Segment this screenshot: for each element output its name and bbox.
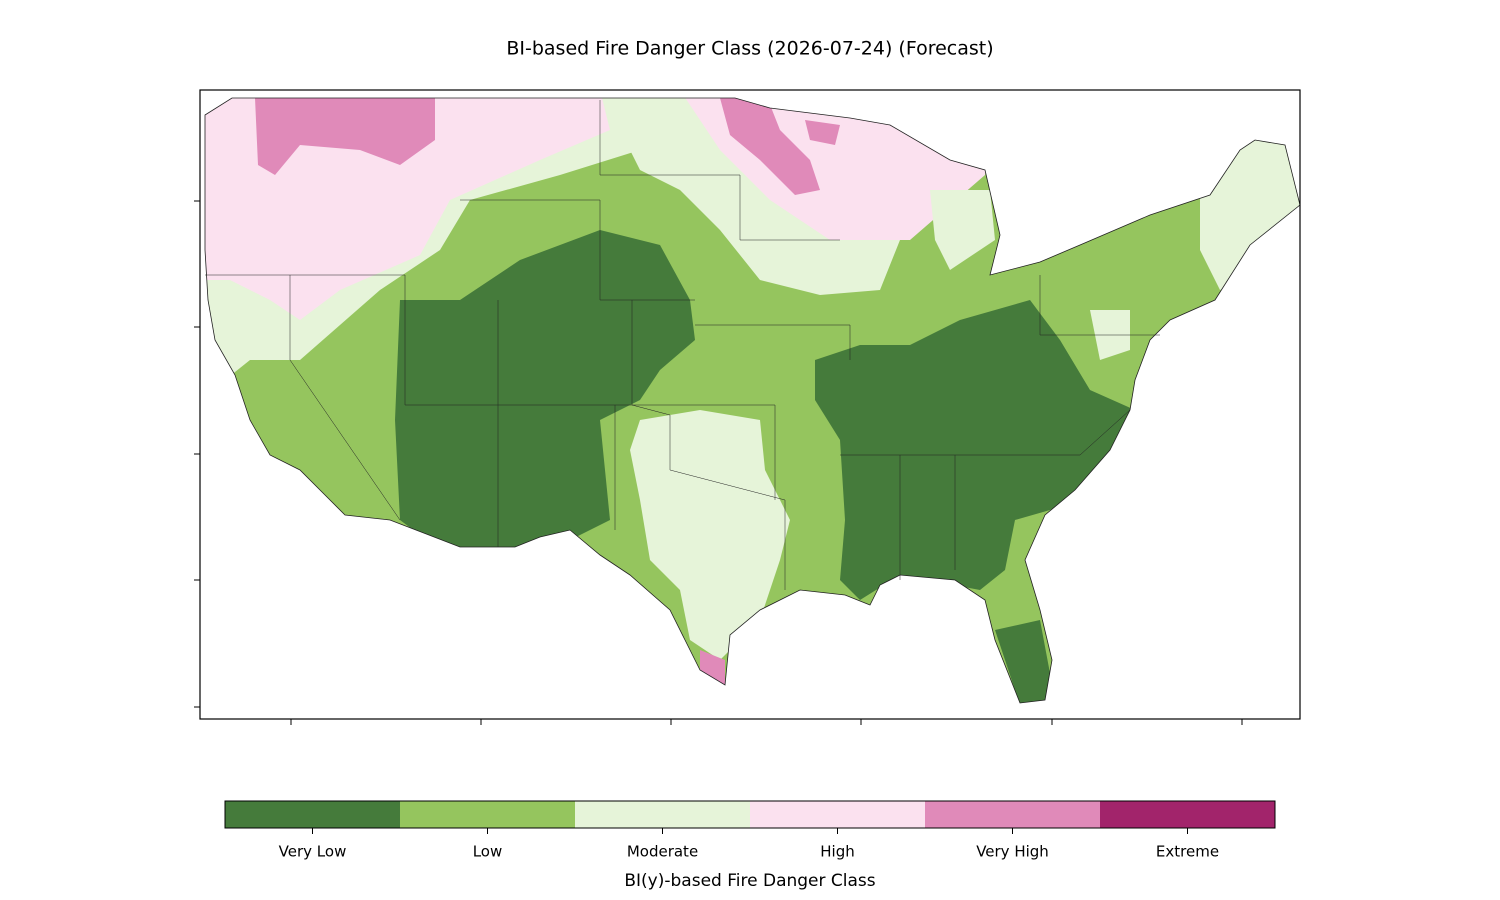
colorbar-class-label: Extreme — [1156, 843, 1219, 861]
colorbar-swatch — [400, 801, 575, 828]
colorbar: Very Low Low Moderate High Very High Extreme — [224, 800, 1276, 861]
axis-ticks — [194, 200, 1243, 725]
colorbar-swatch — [925, 801, 1100, 828]
colorbar-frame — [224, 800, 1276, 829]
map-title: BI-based Fire Danger Class (2026-07-24) … — [506, 38, 993, 60]
colorbar-label: BI(y)-based Fire Danger Class — [624, 871, 875, 891]
state-lines — [205, 100, 1160, 590]
region — [930, 190, 995, 270]
region — [805, 120, 840, 145]
plot-frame — [199, 89, 1301, 720]
colorbar-class-label: Very Low — [279, 843, 347, 861]
colorbar-swatch — [750, 801, 925, 828]
region — [720, 98, 820, 195]
colorbar-class-label: Very High — [976, 843, 1049, 861]
region — [995, 620, 1055, 703]
region — [395, 230, 695, 550]
colorbar-class-label: High — [820, 843, 854, 861]
region — [255, 98, 435, 175]
colorbar-swatch — [225, 801, 400, 828]
colorbar-swatch — [575, 801, 750, 828]
colorbar-swatch — [1100, 801, 1275, 828]
region — [815, 300, 1135, 600]
region — [205, 98, 610, 320]
colorbar-class-label: Moderate — [627, 843, 698, 861]
colorbar-class-label: Low — [473, 843, 503, 861]
region — [1200, 130, 1300, 290]
region — [630, 410, 790, 660]
map — [204, 97, 1301, 704]
